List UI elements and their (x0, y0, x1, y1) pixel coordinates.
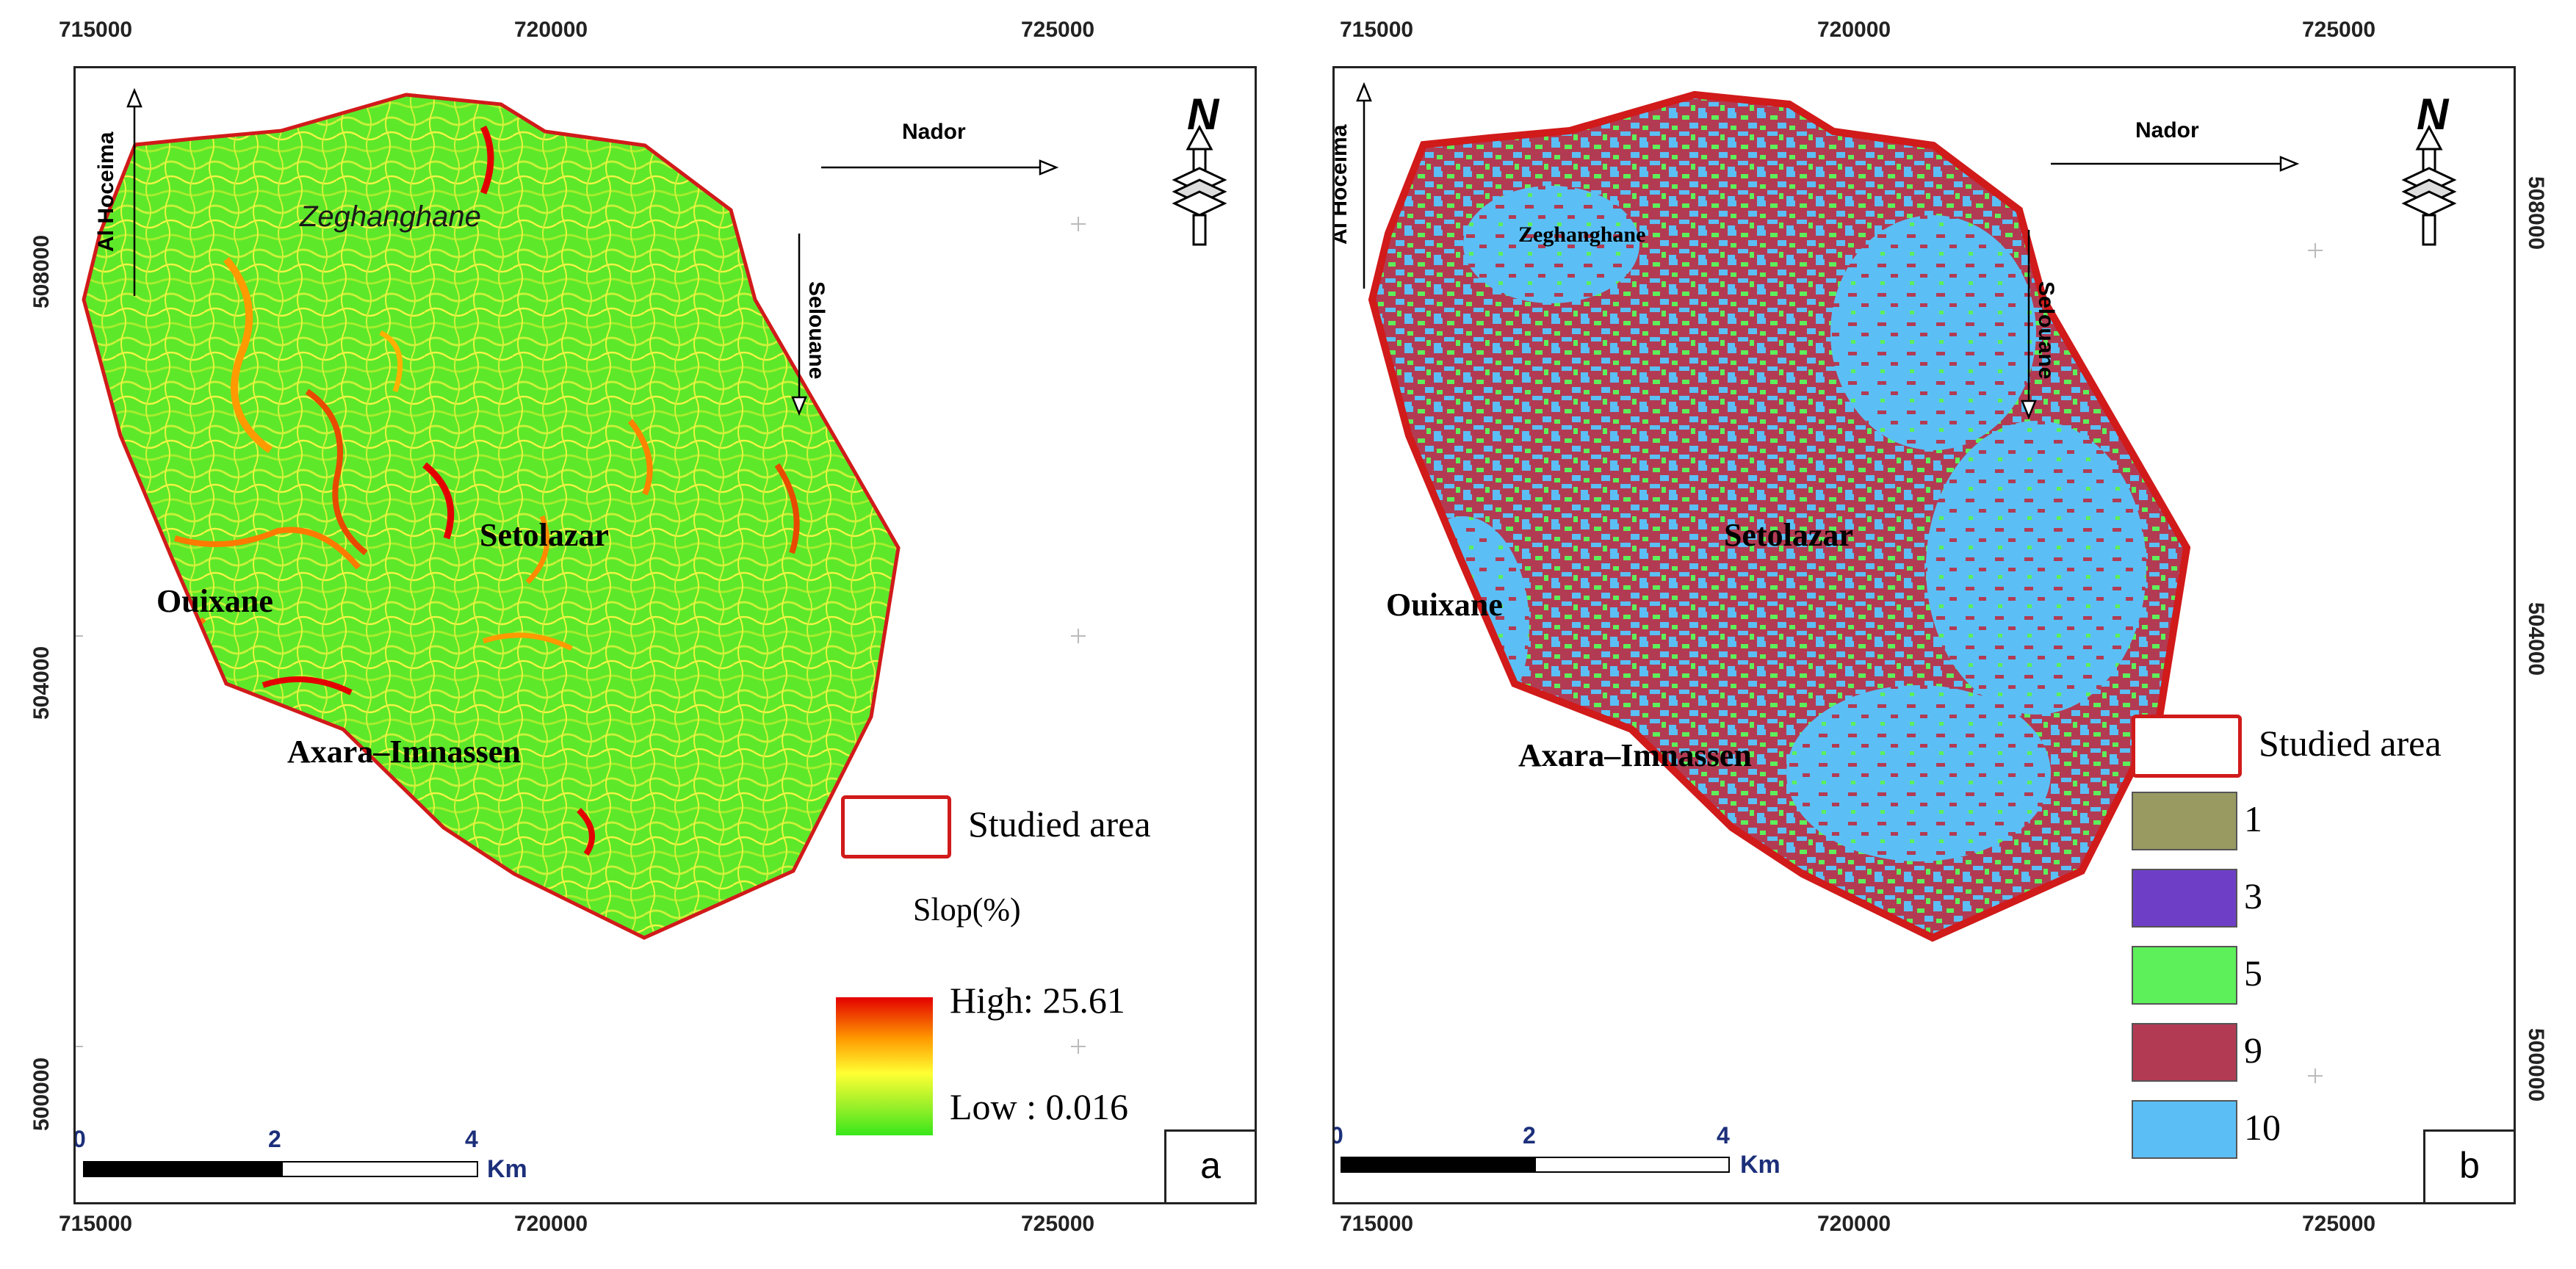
map-panel-a: 715000 720000 725000 715000 720000 72500… (29, 18, 1257, 1236)
x-tick-top-720000: 720000 (514, 18, 588, 42)
x-tick-top-715000: 715000 (59, 18, 133, 42)
legend-class-5-swatch (2132, 946, 2237, 1005)
legend-class-9-label: 9 (2244, 1030, 2262, 1071)
legend-slope-high: High: 25.61 (950, 980, 1125, 1021)
x-tick-top-725000: 725000 (1021, 18, 1095, 42)
place-ouixane: Ouixane (1386, 587, 1503, 623)
nador-label: Nador (902, 120, 966, 144)
scale-unit: Km (487, 1155, 527, 1183)
scale-label-2: 2 (268, 1126, 281, 1152)
al-hoceima-arrow-head (1356, 82, 1372, 102)
north-label: N (2417, 90, 2449, 139)
place-zeghanghane: Zeghanghane (1518, 223, 1646, 247)
legend-studied-area-swatch (841, 795, 951, 858)
y-tick-right-508000: 508000 (2524, 176, 2548, 250)
north-arrow-icon (1172, 124, 1227, 246)
landuse-map-b (1356, 82, 2457, 1083)
scale-bar-white (281, 1161, 478, 1177)
legend-slope-gradient (836, 997, 933, 1135)
y-tick-right-500000: 500000 (2524, 1028, 2548, 1102)
legend-class-10-label: 10 (2244, 1107, 2281, 1148)
place-zeghanghane: Zeghanghane (300, 200, 481, 233)
selouane-arrow-head (2021, 400, 2037, 420)
scale-label-4: 4 (465, 1126, 478, 1152)
grid-crosses (76, 217, 1086, 1054)
scale-label-0: 0 (73, 1126, 86, 1152)
x-tick-bottom-725000: 725000 (1021, 1212, 1095, 1236)
scale-bar-black (1341, 1157, 1536, 1173)
legend-class-1-label: 1 (2244, 798, 2262, 839)
scale-bar-white (1534, 1157, 1730, 1173)
slope-map-a (76, 87, 1227, 1054)
al-hoceima-arrow-head (126, 87, 142, 108)
place-setolazar: Setolazar (1724, 517, 1853, 553)
map-frame-a: Al Hoceima Nador Selouane N Zeghanghane … (73, 66, 1257, 1204)
y-tick-right-504000: 504000 (2524, 602, 2548, 676)
legend-class-1-swatch (2132, 792, 2237, 850)
legend-studied-area-swatch (2132, 715, 2242, 778)
x-tick-bottom-720000: 720000 (514, 1212, 588, 1236)
studied-area-boundary (1368, 90, 2191, 942)
x-tick-bottom-720000: 720000 (1817, 1212, 1891, 1236)
place-axara-imnassen: Axara–Imnassen (287, 734, 521, 770)
grid-crosses (2308, 243, 2323, 1083)
selouane-arrow-head (791, 396, 807, 416)
selouane-label: Selouane (804, 281, 829, 380)
al-hoceima-label: Al Hoceima (94, 131, 118, 252)
x-tick-top-715000: 715000 (1340, 18, 1414, 42)
legend-studied-area-label: Studied area (968, 803, 1151, 845)
legend-class-5-label: 5 (2244, 952, 2262, 994)
scale-label-4: 4 (1717, 1122, 1730, 1149)
nador-label: Nador (2135, 118, 2199, 142)
legend-class-10-swatch (2132, 1100, 2237, 1159)
scale-unit: Km (1740, 1151, 1781, 1179)
legend-class-3-swatch (2132, 869, 2237, 928)
nador-arrow-head (1039, 159, 1059, 176)
al-hoceima-label: Al Hoceima (1332, 124, 1352, 245)
panel-tag-a: a (1164, 1129, 1255, 1202)
y-tick-left-500000: 500000 (29, 1057, 54, 1131)
north-label: N (1187, 90, 1219, 139)
map-panel-b: 715000 720000 725000 715000 720000 72500… (1288, 0, 2576, 1269)
slope-raster (84, 95, 898, 938)
legend-class-3-label: 3 (2244, 875, 2262, 916)
north-arrow-icon (2401, 124, 2457, 246)
map-frame-b: Al Hoceima Nador Selouane N Zeghanghane … (1332, 66, 2516, 1204)
selouane-label: Selouane (2034, 281, 2058, 380)
scale-bar-black (83, 1161, 283, 1177)
studied-area-boundary (82, 93, 901, 940)
place-axara-imnassen: Axara–Imnassen (1518, 737, 1752, 773)
y-tick-left-504000: 504000 (29, 646, 54, 720)
scale-label-0: 0 (1335, 1122, 1343, 1149)
legend-class-9-swatch (2132, 1023, 2237, 1082)
legend-slope-low: Low : 0.016 (950, 1086, 1129, 1127)
x-tick-top-720000: 720000 (1817, 18, 1891, 42)
y-tick-left-508000: 508000 (29, 234, 54, 308)
x-tick-bottom-715000: 715000 (1340, 1212, 1414, 1236)
x-tick-top-725000: 725000 (2302, 18, 2376, 42)
x-tick-bottom-715000: 715000 (59, 1212, 133, 1236)
x-tick-bottom-725000: 725000 (2302, 1212, 2376, 1236)
panel-tag-b: b (2423, 1129, 2514, 1202)
place-setolazar: Setolazar (480, 517, 609, 553)
nador-arrow-head (2279, 156, 2300, 172)
place-ouixane: Ouixane (156, 583, 273, 619)
scale-label-2: 2 (1523, 1122, 1536, 1149)
legend-slope-title: Slop(%) (913, 892, 1021, 928)
legend-studied-area-label: Studied area (2259, 723, 2442, 764)
